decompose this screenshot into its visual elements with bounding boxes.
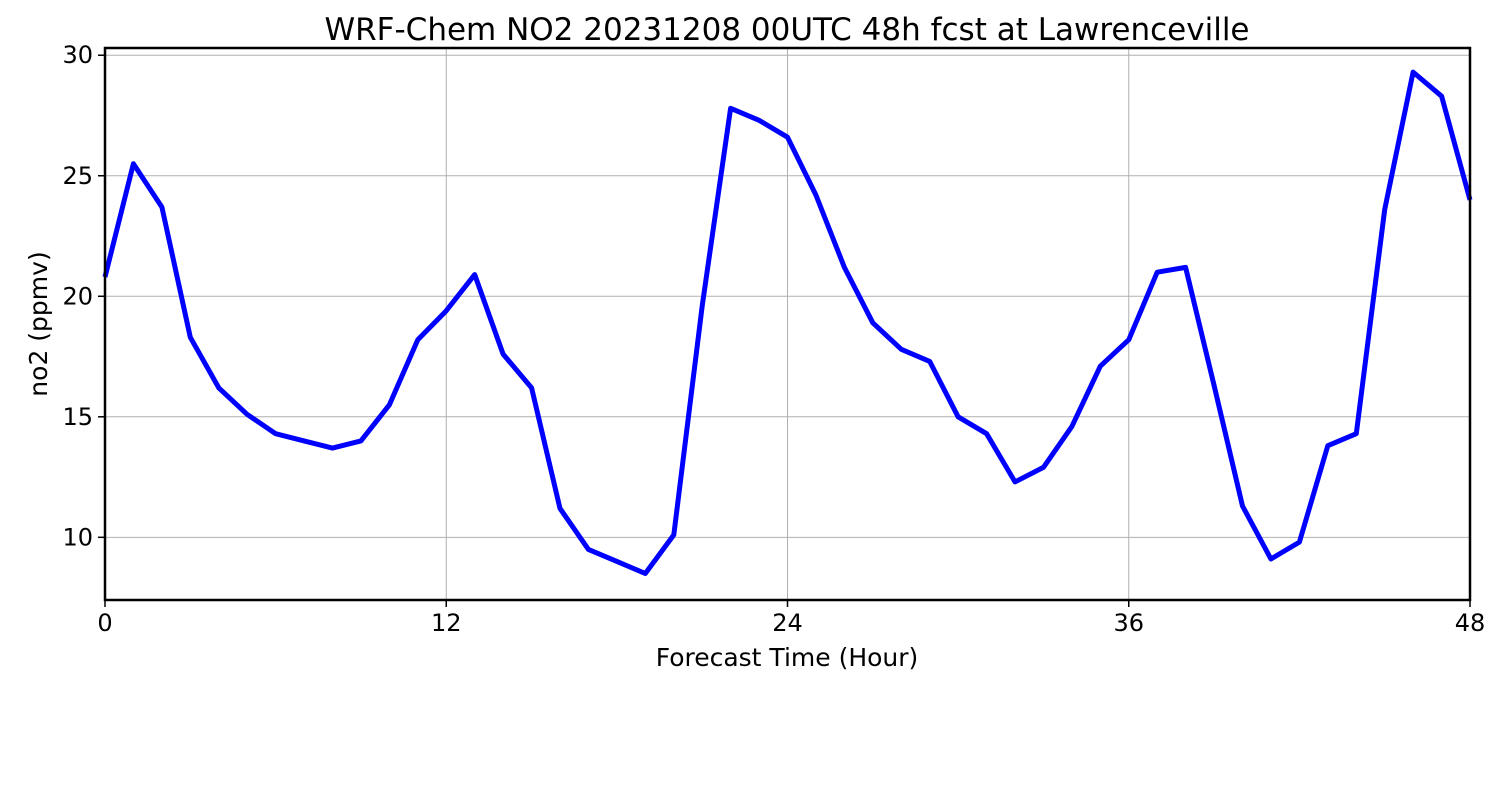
y-axis-label: no2 (ppmv): [24, 251, 53, 396]
series-line: [102, 69, 1473, 576]
series-layer: [102, 69, 1473, 576]
x-tick-label: 12: [431, 609, 462, 637]
tick-marks: [98, 54, 1471, 607]
y-tick-label: 20: [62, 282, 93, 310]
y-tick-label: 25: [62, 162, 93, 190]
y-tick-labels: 10 15 20 25 30: [62, 41, 93, 551]
y-tick-label: 30: [62, 41, 93, 69]
x-tick-label: 48: [1455, 609, 1486, 637]
x-tick-labels: 0 12 24 36 48: [97, 609, 1485, 637]
x-tick-label: 24: [772, 609, 803, 637]
x-axis-label: Forecast Time (Hour): [656, 643, 919, 672]
x-tick-label: 0: [97, 609, 112, 637]
y-tick-label: 10: [62, 523, 93, 551]
x-tick-label: 36: [1113, 609, 1144, 637]
y-tick-label: 15: [62, 403, 93, 431]
chart-title: WRF-Chem NO2 20231208 00UTC 48h fcst at …: [324, 12, 1249, 48]
